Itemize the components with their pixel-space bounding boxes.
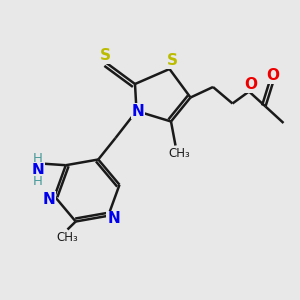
- Text: CH₃: CH₃: [168, 147, 190, 161]
- Text: H: H: [33, 175, 43, 188]
- Text: O: O: [244, 77, 257, 92]
- Text: CH₃: CH₃: [57, 231, 78, 244]
- Text: H: H: [33, 152, 43, 166]
- Text: S: S: [167, 53, 177, 68]
- Text: S: S: [100, 48, 110, 63]
- Text: N: N: [32, 163, 44, 178]
- Text: N: N: [42, 192, 55, 207]
- Text: O: O: [266, 68, 279, 83]
- Text: N: N: [107, 211, 120, 226]
- Text: N: N: [132, 103, 144, 118]
